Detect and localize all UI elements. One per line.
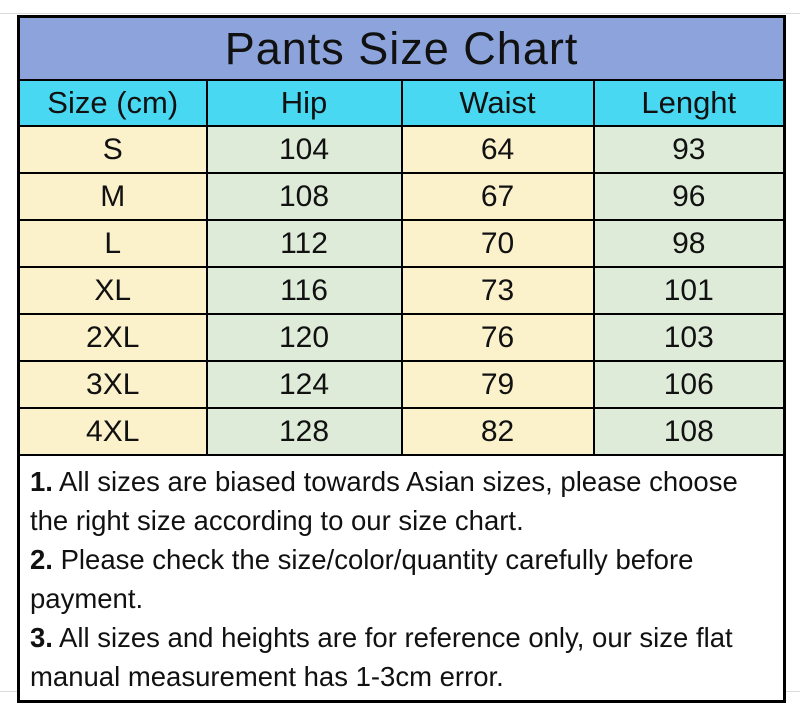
note-text: Please check the size/color/quantity car…: [30, 544, 694, 614]
hip-cell: 112: [205, 219, 403, 268]
note-line-2: 2. Please check the size/color/quantity …: [30, 540, 773, 618]
length-cell: 93: [592, 125, 786, 174]
note-number: 2.: [30, 544, 53, 575]
hip-cell: 128: [205, 407, 403, 456]
waist-cell: 70: [400, 219, 595, 268]
table-row-xl: XL 116 73 101: [17, 266, 786, 315]
length-cell: 103: [592, 313, 786, 362]
spreadsheet-gridline-top: [0, 13, 800, 14]
length-cell: 98: [592, 219, 786, 268]
waist-cell: 67: [400, 172, 595, 221]
note-line-1: 1. All sizes are biased towards Asian si…: [30, 462, 773, 540]
waist-cell: 82: [400, 407, 595, 456]
waist-cell: 64: [400, 125, 595, 174]
column-header-length: Lenght: [592, 79, 786, 127]
size-cell: 2XL: [17, 313, 208, 362]
column-header-waist: Waist: [400, 79, 595, 127]
waist-cell: 76: [400, 313, 595, 362]
note-text: All sizes are biased towards Asian sizes…: [30, 466, 738, 536]
table-row-3xl: 3XL 124 79 106: [17, 360, 786, 409]
length-cell: 106: [592, 360, 786, 409]
column-header-hip: Hip: [205, 79, 403, 127]
table-row-s: S 104 64 93: [17, 125, 786, 174]
note-number: 3.: [30, 622, 53, 653]
hip-cell: 104: [205, 125, 403, 174]
hip-cell: 124: [205, 360, 403, 409]
table-row-m: M 108 67 96: [17, 172, 786, 221]
waist-cell: 79: [400, 360, 595, 409]
size-cell: 3XL: [17, 360, 208, 409]
size-cell: L: [17, 219, 208, 268]
size-cell: S: [17, 125, 208, 174]
length-cell: 96: [592, 172, 786, 221]
length-cell: 108: [592, 407, 786, 456]
note-line-3: 3. All sizes and heights are for referen…: [30, 618, 773, 696]
note-text: All sizes and heights are for reference …: [30, 622, 733, 692]
hip-cell: 120: [205, 313, 403, 362]
length-cell: 101: [592, 266, 786, 315]
hip-cell: 108: [205, 172, 403, 221]
pants-size-chart-table: Pants Size Chart Size (cm) Hip Waist Len…: [17, 15, 787, 703]
size-cell: XL: [17, 266, 208, 315]
hip-cell: 116: [205, 266, 403, 315]
table-row-4xl: 4XL 128 82 108: [17, 407, 786, 456]
note-number: 1.: [30, 466, 53, 497]
table-title: Pants Size Chart: [17, 15, 786, 81]
notes-cell: 1. All sizes are biased towards Asian si…: [17, 454, 786, 703]
table-row-l: L 112 70 98: [17, 219, 786, 268]
waist-cell: 73: [400, 266, 595, 315]
size-cell: M: [17, 172, 208, 221]
size-cell: 4XL: [17, 407, 208, 456]
table-row-2xl: 2XL 120 76 103: [17, 313, 786, 362]
column-header-size: Size (cm): [17, 79, 208, 127]
